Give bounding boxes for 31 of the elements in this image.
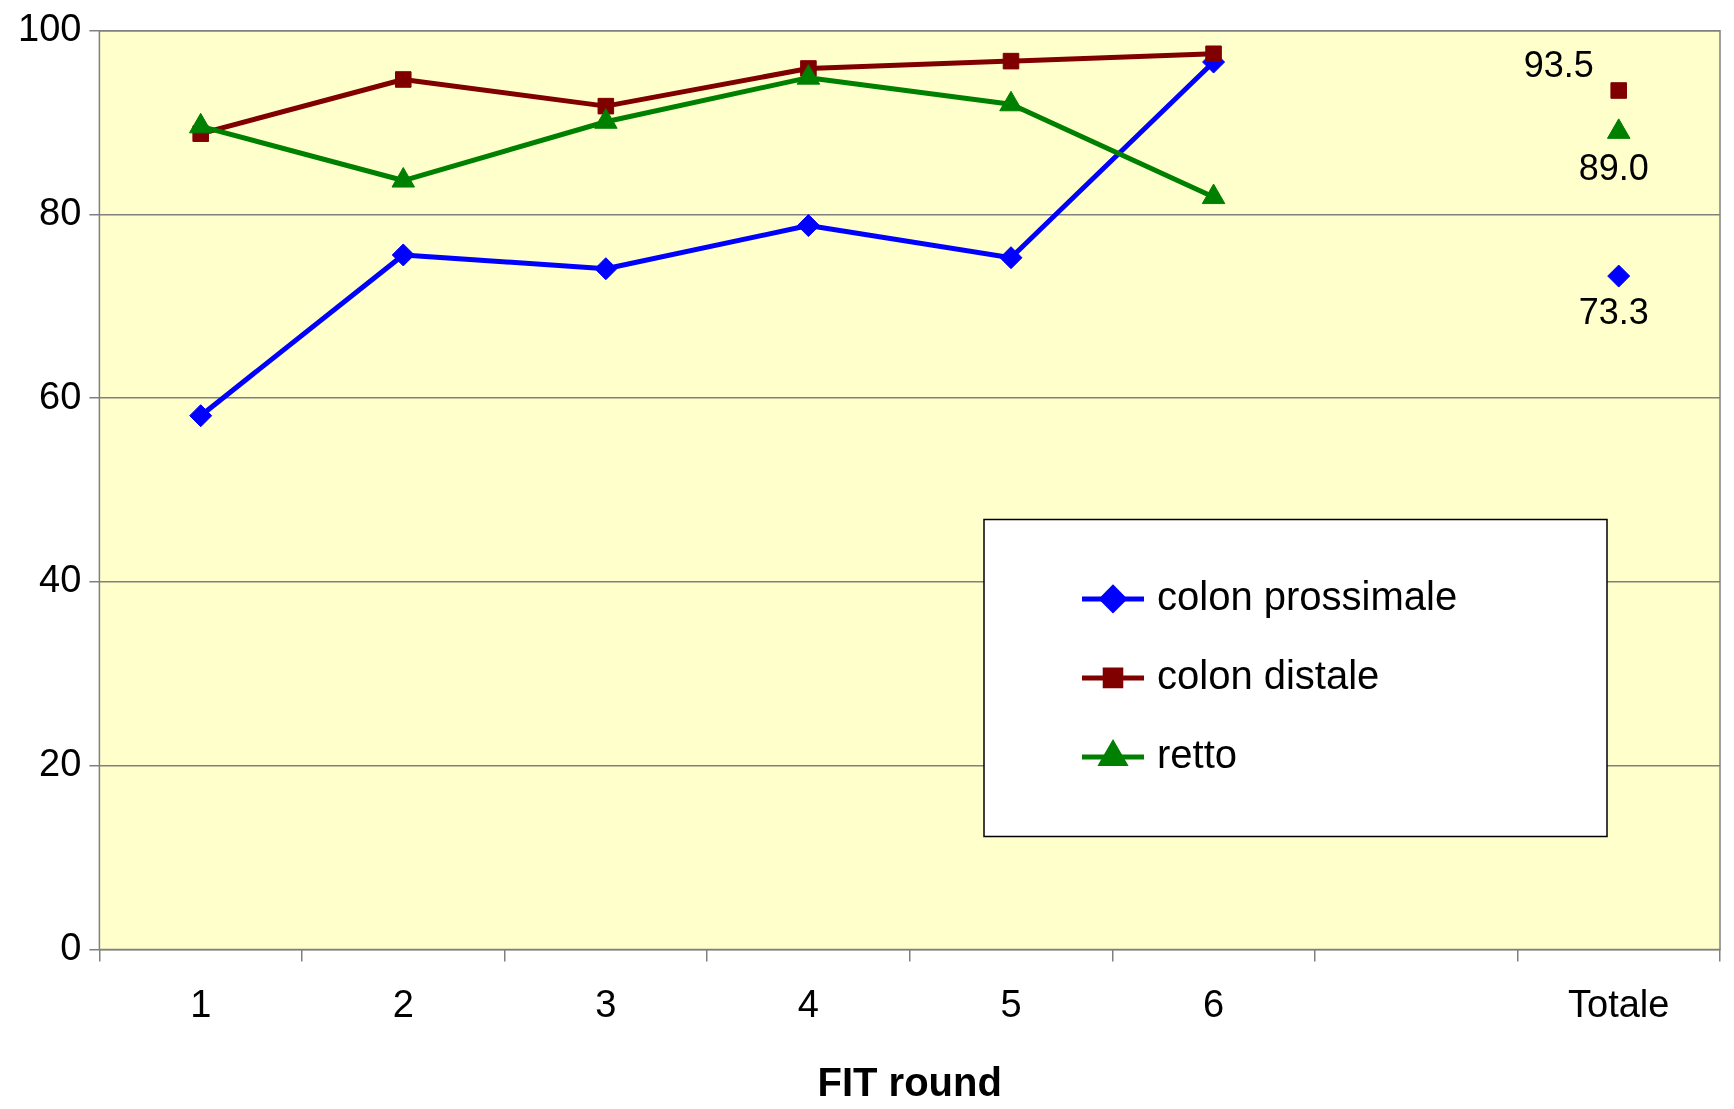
x-tick-label: 3 <box>595 982 617 1025</box>
data-label: 89.0 <box>1578 146 1649 188</box>
y-tick-label: 0 <box>60 925 82 968</box>
point <box>1607 264 1631 288</box>
x-tick-label: 1 <box>190 982 212 1025</box>
y-tick-label: 20 <box>39 742 82 785</box>
y-tick-label: 60 <box>39 374 82 417</box>
x-axis-title: FIT round <box>817 1060 1002 1105</box>
x-tick-label: 5 <box>1000 982 1022 1025</box>
x-tick-label: 4 <box>797 982 819 1025</box>
point <box>1610 82 1627 99</box>
x-tick-label: 6 <box>1202 982 1225 1025</box>
point <box>1002 52 1020 70</box>
y-tick-label: 40 <box>39 558 82 601</box>
point <box>796 214 820 238</box>
legend-label: retto <box>1157 731 1238 776</box>
point <box>394 71 412 88</box>
point <box>189 404 213 428</box>
y-tick-label: 80 <box>39 191 82 233</box>
point <box>391 243 415 267</box>
data-label: 73.3 <box>1578 290 1649 332</box>
legend-label: colon prossimale <box>1157 573 1458 618</box>
x-tick-label: 2 <box>392 982 414 1025</box>
point <box>999 246 1023 270</box>
legend-label: colon distale <box>1157 652 1380 697</box>
point <box>1205 45 1222 63</box>
point <box>597 97 615 115</box>
y-tick-label: 100 <box>18 7 82 50</box>
data-label: 93.5 <box>1523 44 1594 86</box>
x-tick-label: Totale <box>1568 982 1670 1025</box>
point <box>594 257 618 281</box>
